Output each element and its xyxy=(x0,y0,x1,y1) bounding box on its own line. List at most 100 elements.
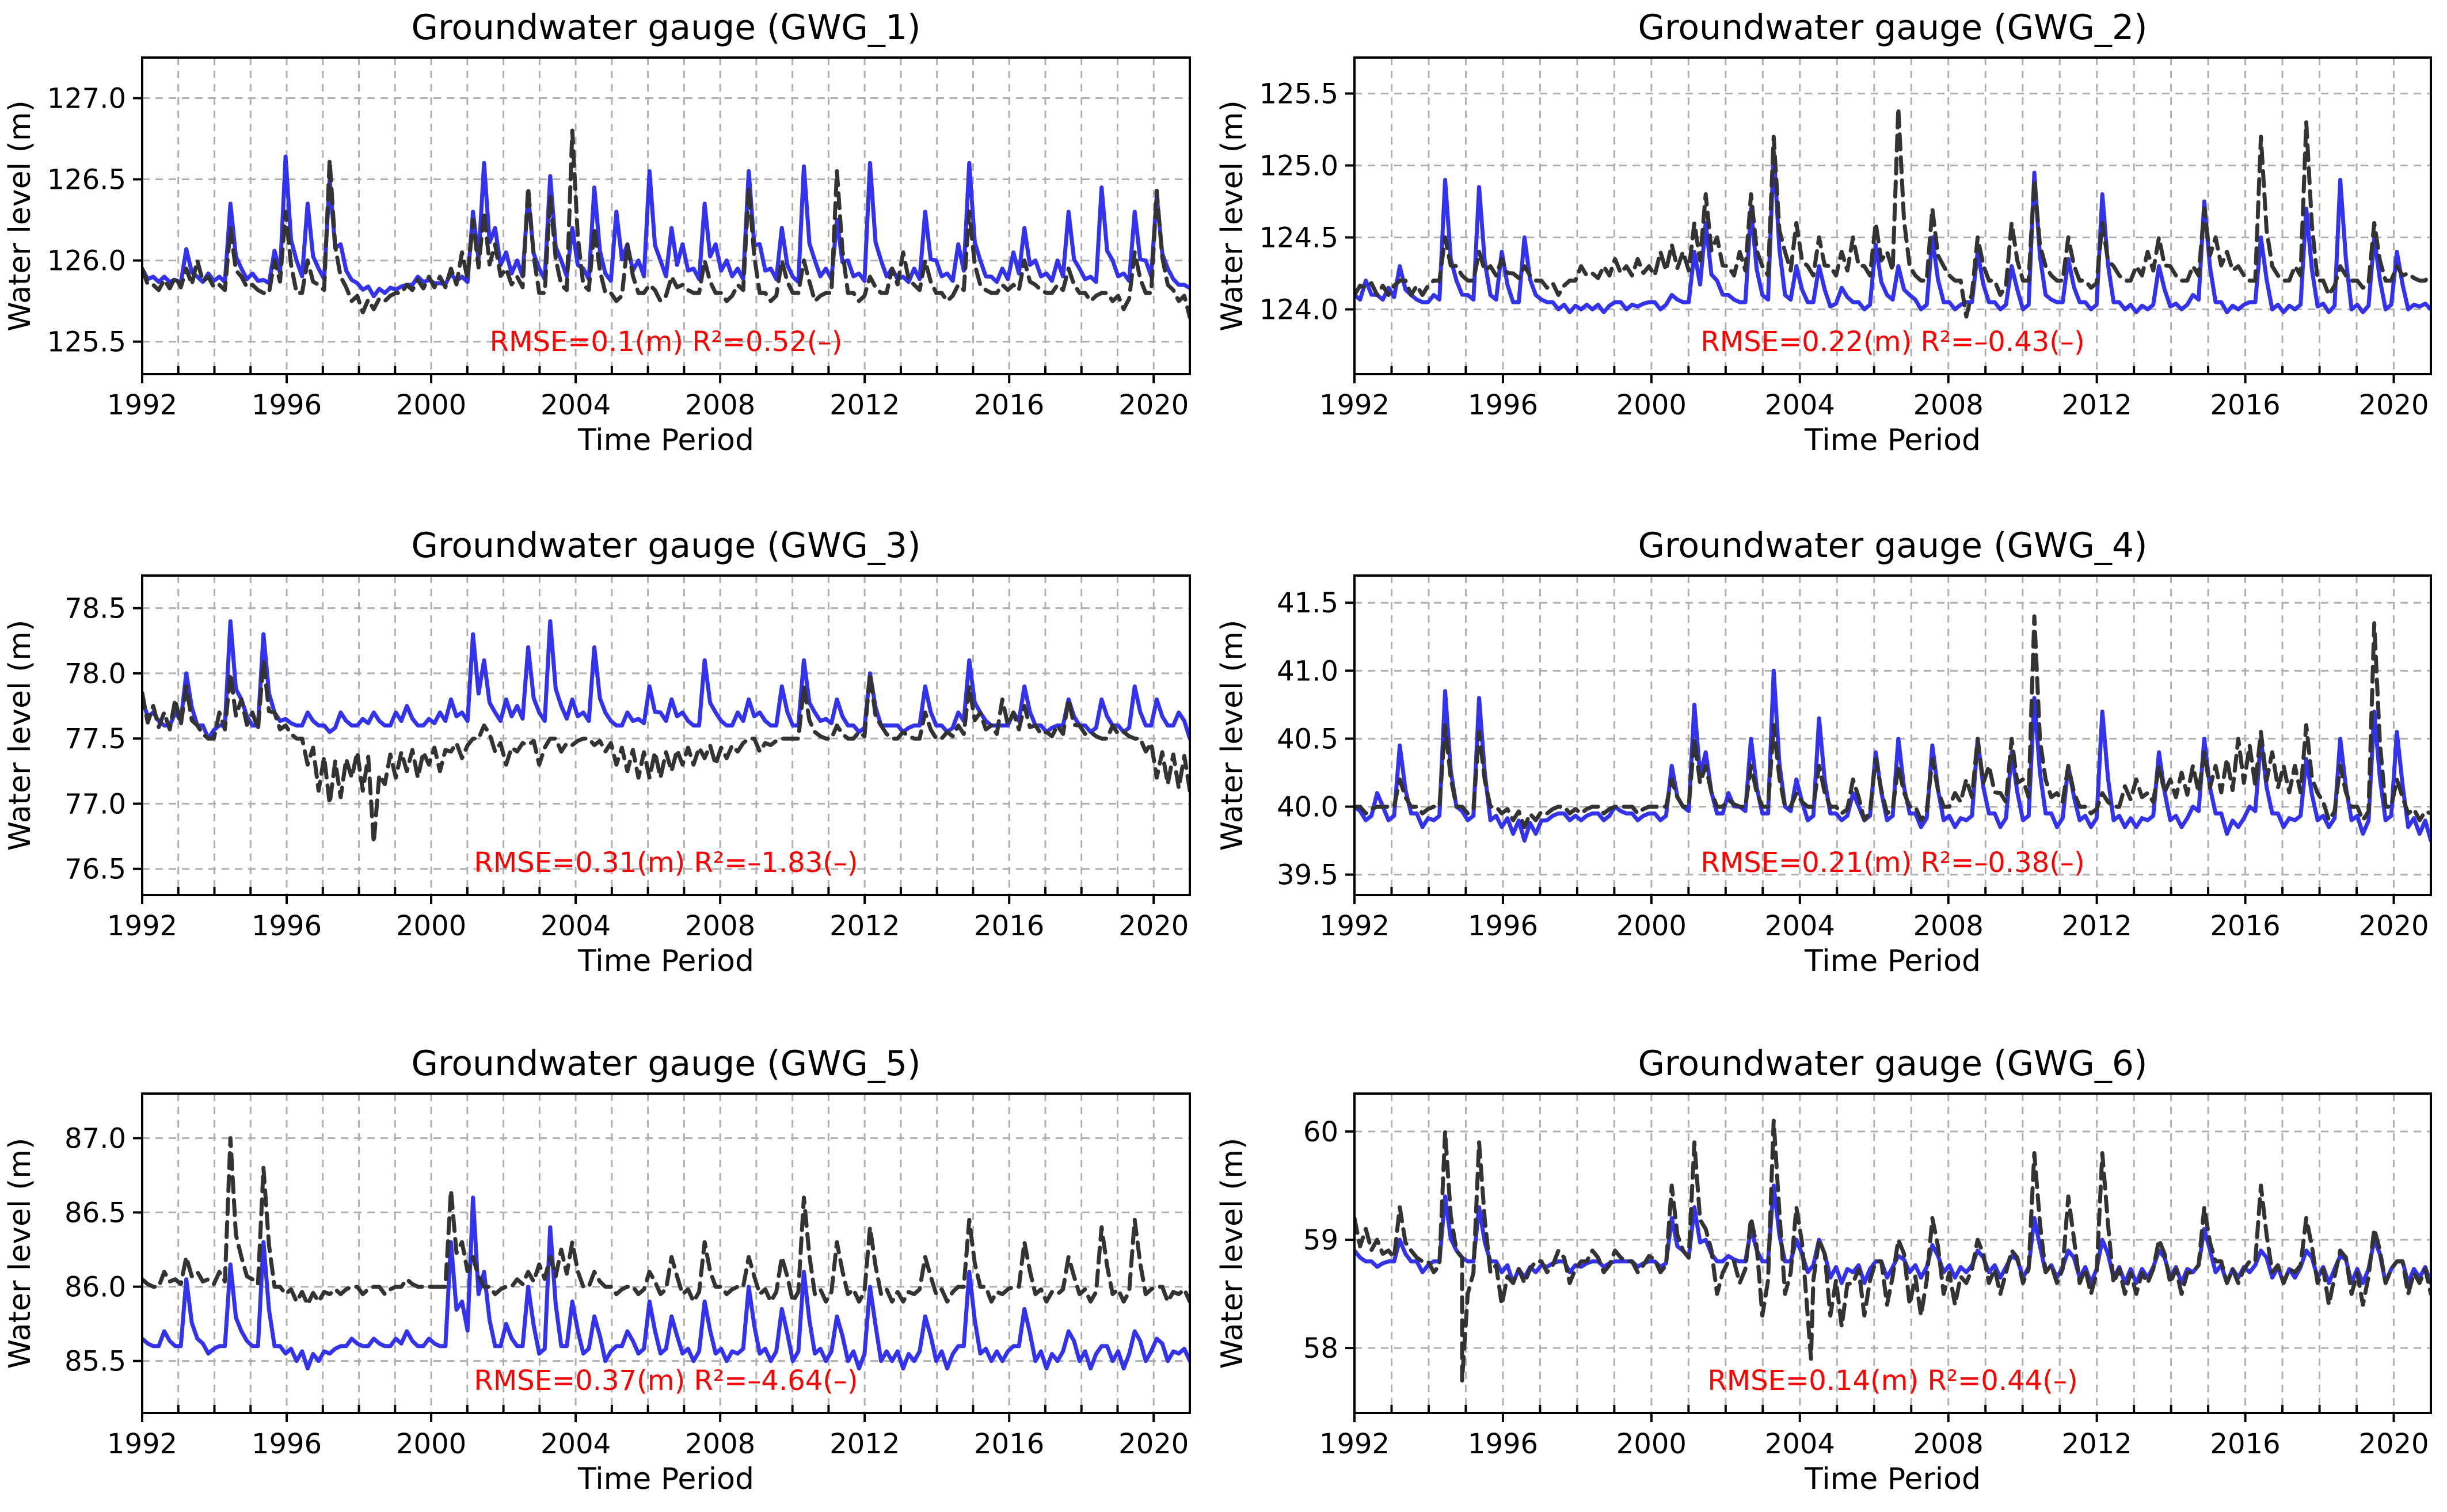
x-tick-label: 2000 xyxy=(1616,389,1687,421)
y-tick-label: 39.5 xyxy=(1277,859,1338,892)
x-tick-label: 2000 xyxy=(396,1428,466,1460)
plot-frame xyxy=(1353,56,2432,375)
x-tick-label: 2004 xyxy=(541,910,611,942)
y-tick-label: 59 xyxy=(1303,1224,1338,1256)
x-tick-label: 2004 xyxy=(541,389,611,421)
x-tick-label: 2008 xyxy=(685,389,755,421)
x-tick-label: 2000 xyxy=(1616,910,1687,942)
y-tick-label: 85.5 xyxy=(64,1346,126,1378)
x-tick-label: 1992 xyxy=(1319,1428,1390,1460)
x-tick-label: 2012 xyxy=(2062,910,2132,942)
x-tick-label: 1996 xyxy=(252,1428,322,1460)
metric-annotation: RMSE=0.22(m) R²=–0.43(–) xyxy=(1700,326,2084,358)
y-tick-label: 86.5 xyxy=(64,1197,126,1229)
y-tick-label: 126.5 xyxy=(47,164,126,196)
x-tick-label: 2020 xyxy=(2358,1428,2429,1460)
x-tick-label: 2016 xyxy=(2210,910,2281,942)
y-tick-label: 125.0 xyxy=(1259,150,1338,182)
y-tick-label: 77.0 xyxy=(64,788,126,820)
series-line-simulated xyxy=(142,154,1190,299)
series-line-simulated xyxy=(142,1195,1190,1371)
x-tick-label: 1992 xyxy=(1319,910,1390,942)
metric-annotation: RMSE=0.14(m) R²=0.44(–) xyxy=(1707,1365,2077,1397)
y-tick-label: 41.5 xyxy=(1277,587,1338,619)
y-tick-label: 126.0 xyxy=(47,245,126,277)
x-tick-label: 2016 xyxy=(974,910,1044,942)
x-tick-label: 2016 xyxy=(974,389,1044,421)
x-tick-label: 2000 xyxy=(396,389,466,421)
y-tick-label: 124.5 xyxy=(1259,222,1338,254)
y-tick-label: 87.0 xyxy=(64,1122,126,1155)
x-tick-label: 2008 xyxy=(1913,1428,1984,1460)
x-tick-label: 2004 xyxy=(541,1428,611,1460)
x-tick-label: 2008 xyxy=(685,1428,755,1460)
y-tick-label: 40.5 xyxy=(1277,723,1338,755)
x-tick-label: 2000 xyxy=(1616,1428,1687,1460)
x-axis-label: Time Period xyxy=(577,423,754,458)
x-tick-label: 2020 xyxy=(2358,389,2429,421)
y-tick-label: 127.0 xyxy=(47,83,126,115)
x-axis-label: Time Period xyxy=(1804,944,1981,978)
plot-frame xyxy=(1353,1092,2432,1414)
y-axis-label: Water level (m) xyxy=(3,1138,37,1369)
metric-annotation: RMSE=0.1(m) R²=0.52(–) xyxy=(490,326,843,358)
x-tick-label: 2016 xyxy=(2210,389,2281,421)
x-tick-label: 2008 xyxy=(685,910,755,942)
series-line-observed xyxy=(1354,106,2431,319)
x-axis-label: Time Period xyxy=(1804,1462,1981,1496)
metric-annotation: RMSE=0.21(m) R²=–0.38(–) xyxy=(1700,847,2084,879)
series-line-simulated xyxy=(142,619,1190,741)
series-line-observed xyxy=(1354,614,2431,829)
y-tick-label: 76.5 xyxy=(64,854,126,886)
x-tick-label: 1996 xyxy=(252,389,322,421)
x-tick-label: 1992 xyxy=(107,910,177,942)
x-tick-label: 2008 xyxy=(1913,910,1984,942)
y-axis-label: Water level (m) xyxy=(1215,1138,1250,1369)
x-tick-label: 2012 xyxy=(829,1428,900,1460)
y-tick-label: 78.5 xyxy=(64,593,126,625)
plot-frame xyxy=(141,1092,1191,1414)
x-axis-label: Time Period xyxy=(1804,423,1981,458)
x-tick-label: 2020 xyxy=(2358,910,2429,942)
y-tick-label: 86.0 xyxy=(64,1271,126,1304)
chart-panel-2: 124.0 124.5 125.0 125.5 1992 1996 2000 2004 2008… xyxy=(1215,7,2432,458)
y-tick-label: 77.5 xyxy=(64,723,126,755)
x-tick-label: 2004 xyxy=(1765,1428,1835,1460)
chart-panel-5: 85.5 86.0 86.5 87.0 1992 1996 2000 2004 2008 2012… xyxy=(3,1043,1191,1496)
metric-annotation: RMSE=0.37(m) R²=–4.64(–) xyxy=(474,1365,858,1397)
y-tick-label: 41.0 xyxy=(1277,655,1338,687)
x-tick-label: 2012 xyxy=(829,389,900,421)
y-axis-label: Water level (m) xyxy=(3,100,37,332)
y-tick-label: 124.0 xyxy=(1259,294,1338,326)
chart-panel-4: 39.5 40.0 40.5 41.0 41.5 1992 1996 2000 2004 2008… xyxy=(1215,525,2432,978)
x-tick-label: 2008 xyxy=(1913,389,1984,421)
chart-panel-6: 58 59 60 1992 1996 2000 2004 2008 2012 2016 2020 Gr… xyxy=(1215,1043,2432,1496)
plot-frame xyxy=(141,574,1191,896)
x-tick-label: 1992 xyxy=(1319,389,1390,421)
x-tick-label: 2012 xyxy=(2062,389,2132,421)
y-axis-label: Water level (m) xyxy=(3,620,37,851)
metric-annotation: RMSE=0.31(m) R²=–1.83(–) xyxy=(474,847,858,879)
y-tick-label: 60 xyxy=(1303,1116,1338,1148)
y-tick-label: 40.0 xyxy=(1277,791,1338,823)
series-line-simulated xyxy=(1354,668,2431,843)
x-tick-label: 1992 xyxy=(107,389,177,421)
x-tick-label: 1996 xyxy=(252,910,322,942)
chart-title: Groundwater gauge (GWG_4) xyxy=(1638,525,2148,566)
x-tick-label: 2016 xyxy=(2210,1428,2281,1460)
y-tick-label: 78.0 xyxy=(64,658,126,690)
x-axis-label: Time Period xyxy=(577,944,754,978)
y-tick-label: 125.5 xyxy=(1259,78,1338,111)
chart-title: Groundwater gauge (GWG_5) xyxy=(412,1043,921,1084)
x-tick-label: 2020 xyxy=(1118,1428,1189,1460)
x-tick-label: 1992 xyxy=(107,1428,177,1460)
plot-frame xyxy=(141,56,1191,375)
x-tick-label: 1996 xyxy=(1468,910,1538,942)
x-tick-label: 1996 xyxy=(1468,389,1538,421)
x-tick-label: 2012 xyxy=(2062,1428,2132,1460)
chart-title: Groundwater gauge (GWG_2) xyxy=(1638,7,2148,48)
x-tick-label: 1996 xyxy=(1468,1428,1538,1460)
x-tick-label: 2004 xyxy=(1765,910,1835,942)
series-line-observed xyxy=(142,1136,1190,1307)
